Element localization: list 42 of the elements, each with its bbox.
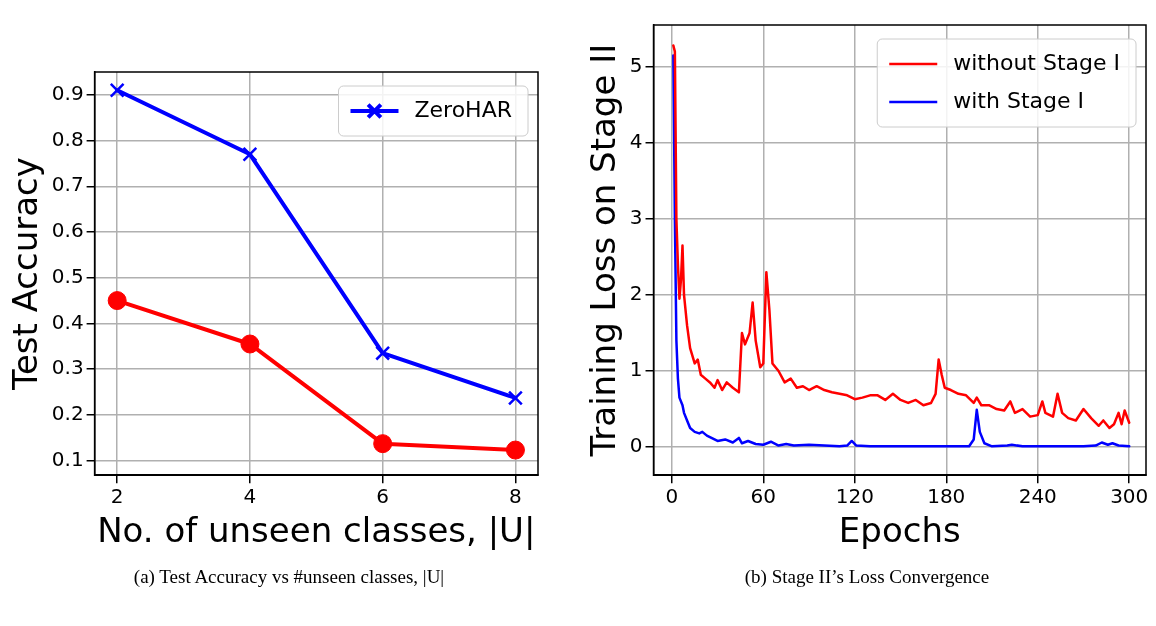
x-tick-label: 60 (750, 484, 777, 509)
y-axis-title: Training Loss on Stage II (583, 43, 624, 458)
y-tick-label: 0.4 (51, 309, 84, 334)
y-tick-label: 0 (629, 433, 643, 458)
legend-label: with Stage I (953, 87, 1084, 113)
x-axis-title: Epochs (838, 510, 961, 551)
point (373, 434, 393, 454)
x-tick-label: 0 (665, 484, 679, 509)
point (240, 334, 260, 354)
x-tick-label: 120 (835, 484, 874, 509)
y-tick-label: 0.7 (51, 172, 84, 197)
y-tick-label: 0.3 (51, 355, 84, 380)
point (505, 440, 525, 460)
y-tick-label: 3 (629, 205, 643, 230)
point (109, 82, 125, 98)
point (507, 390, 524, 406)
x-tick-label: 6 (376, 484, 390, 509)
x-tick-label: 300 (1110, 484, 1149, 509)
y-tick-label: 0.8 (51, 126, 84, 151)
y-tick-label: 1 (629, 357, 643, 382)
text: (a) Test Accuracy vs #unseen classes, |U| (132, 566, 446, 588)
text: (b) Stage II’s Loss Convergence (743, 566, 991, 588)
y-tick-label: 4 (629, 129, 643, 154)
point (107, 291, 127, 311)
y-tick-label: 0.6 (51, 218, 84, 243)
point (375, 345, 391, 361)
y-tick-label: 0.2 (51, 401, 84, 426)
legend-label: without Stage I (953, 49, 1121, 75)
y-tick-label: 0.9 (51, 81, 84, 106)
legend-label: ZeroHAR (414, 96, 513, 122)
x-tick-label: 4 (243, 484, 257, 509)
y-tick-label: 5 (629, 53, 643, 78)
x-tick-label: 240 (1018, 484, 1057, 509)
x-axis-title: No. of unseen classes, |U| (97, 510, 536, 551)
y-tick-label: 0.1 (51, 446, 84, 471)
y-axis-title: Test Accuracy (5, 157, 46, 392)
x-tick-label: 180 (927, 484, 966, 509)
x-tick-label: 8 (509, 484, 522, 509)
point (242, 146, 258, 162)
x-tick-label: 2 (110, 484, 124, 509)
y-tick-label: 0.5 (51, 263, 84, 288)
y-tick-label: 2 (629, 281, 643, 306)
